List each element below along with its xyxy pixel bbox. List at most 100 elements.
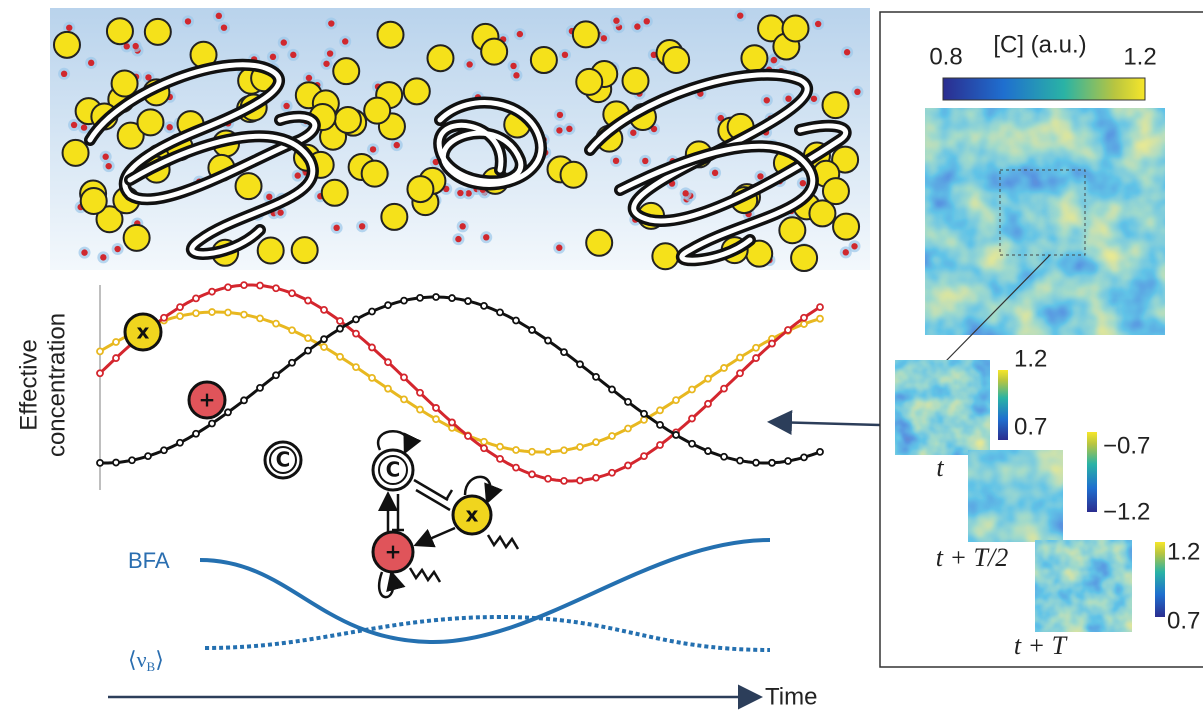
client bbox=[851, 243, 857, 249]
colorbar bbox=[943, 78, 1145, 100]
client bbox=[100, 254, 106, 260]
curve-marker bbox=[113, 339, 119, 345]
heatmap bbox=[925, 108, 1165, 335]
client bbox=[556, 127, 562, 133]
curve-marker bbox=[241, 397, 247, 403]
colorbar-min: 0.8 bbox=[929, 43, 962, 70]
client bbox=[370, 146, 376, 152]
scaffold bbox=[531, 47, 557, 73]
scaffold bbox=[145, 19, 171, 45]
curve-marker bbox=[769, 460, 775, 466]
curve-marker bbox=[161, 315, 167, 321]
client bbox=[562, 52, 568, 58]
curve-marker bbox=[529, 327, 535, 333]
curve-marker bbox=[321, 344, 327, 350]
curve-marker bbox=[385, 359, 391, 365]
client bbox=[71, 122, 77, 128]
client bbox=[185, 18, 191, 24]
curve-marker bbox=[337, 318, 343, 324]
scaffold bbox=[623, 68, 649, 94]
client bbox=[333, 225, 339, 231]
scaffold bbox=[573, 21, 599, 47]
nu-bracket: ⟩ bbox=[155, 647, 164, 672]
curve-marker bbox=[689, 416, 695, 422]
curve-marker bbox=[593, 475, 599, 481]
snapshot-label: t bbox=[936, 453, 944, 482]
curve-marker bbox=[433, 294, 439, 300]
client bbox=[281, 39, 287, 45]
curve-marker bbox=[641, 417, 647, 423]
curve-marker bbox=[113, 355, 119, 361]
curve-marker bbox=[401, 396, 407, 402]
scaffold bbox=[652, 243, 678, 269]
curve-marker bbox=[145, 453, 151, 459]
curve-marker bbox=[817, 449, 823, 455]
curve-marker bbox=[673, 397, 679, 403]
curve-marker bbox=[625, 399, 631, 405]
client bbox=[394, 142, 400, 148]
curve-marker bbox=[529, 471, 535, 477]
curve-marker bbox=[609, 433, 615, 439]
curve-marker bbox=[369, 344, 375, 350]
client bbox=[630, 130, 636, 136]
node-label: + bbox=[199, 388, 216, 412]
scaffold bbox=[791, 245, 817, 271]
client bbox=[613, 158, 619, 164]
nu-label: ⟨νB⟩ bbox=[128, 647, 164, 674]
snapshot bbox=[1035, 540, 1132, 632]
client bbox=[132, 43, 138, 49]
curve-marker bbox=[625, 462, 631, 468]
colorbar-min: 0.7 bbox=[1014, 413, 1047, 440]
curve-marker bbox=[465, 298, 471, 304]
curve-marker bbox=[257, 282, 263, 288]
nu-symbol: ⟨ν bbox=[128, 647, 147, 672]
client bbox=[459, 223, 465, 229]
curve-marker bbox=[753, 345, 759, 351]
curve-marker bbox=[273, 285, 279, 291]
node-label: C bbox=[276, 448, 291, 472]
client bbox=[114, 246, 120, 252]
scaffold bbox=[292, 237, 318, 263]
colorbar-min: −1.2 bbox=[1103, 498, 1150, 525]
bfa-label: BFA bbox=[128, 548, 170, 573]
curve-marker bbox=[513, 447, 519, 453]
client bbox=[283, 103, 289, 109]
client bbox=[466, 61, 472, 67]
curve-marker bbox=[193, 431, 199, 437]
curve-marker bbox=[209, 421, 215, 427]
curve-marker bbox=[417, 295, 423, 301]
client bbox=[166, 124, 172, 130]
self-loop bbox=[378, 431, 408, 450]
scaffold bbox=[258, 237, 284, 263]
curve-marker bbox=[673, 432, 679, 438]
curve-marker bbox=[193, 295, 199, 301]
scaffold bbox=[481, 39, 507, 65]
curve-marker bbox=[449, 295, 455, 301]
client bbox=[811, 96, 817, 102]
scaffold bbox=[427, 45, 453, 71]
client bbox=[844, 49, 850, 55]
curve-marker bbox=[321, 336, 327, 342]
colorbar-title: [C] (a.u.) bbox=[993, 31, 1086, 58]
edge bbox=[414, 480, 448, 500]
client bbox=[566, 126, 572, 132]
client bbox=[105, 163, 111, 169]
client bbox=[277, 209, 283, 215]
scaffold bbox=[823, 178, 849, 204]
scaffold bbox=[124, 225, 150, 251]
curve-marker bbox=[497, 444, 503, 450]
curve-marker bbox=[801, 454, 807, 460]
curve-marker bbox=[161, 447, 167, 453]
scaffold bbox=[586, 230, 612, 256]
client bbox=[455, 236, 461, 242]
curve-marker bbox=[721, 454, 727, 460]
curve-marker bbox=[577, 478, 583, 484]
curve-marker bbox=[689, 386, 695, 392]
curve-marker bbox=[401, 374, 407, 380]
client bbox=[682, 190, 688, 196]
colorbar bbox=[1087, 432, 1097, 512]
curve-marker bbox=[609, 386, 615, 392]
curve-marker bbox=[737, 458, 743, 464]
client bbox=[457, 190, 463, 196]
scaffold bbox=[333, 58, 359, 84]
